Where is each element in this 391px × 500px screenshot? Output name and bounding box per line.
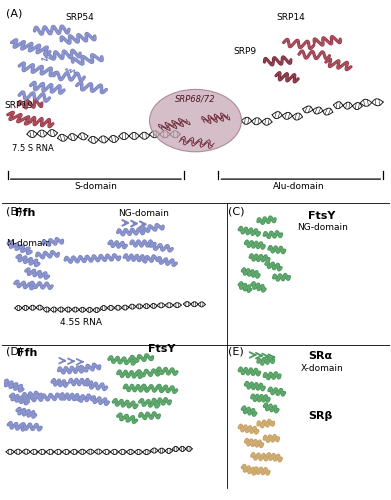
Text: (E): (E) [228, 346, 244, 356]
Text: (D): (D) [6, 346, 23, 356]
Text: FtsY: FtsY [308, 210, 335, 220]
Text: FtsY: FtsY [149, 344, 176, 354]
Text: Ffh: Ffh [15, 208, 35, 218]
Text: SRα: SRα [308, 351, 332, 361]
Text: X-domain: X-domain [300, 364, 343, 372]
Text: 4.5S RNA: 4.5S RNA [59, 318, 102, 326]
Text: Ffh: Ffh [17, 348, 38, 358]
Text: NG-domain: NG-domain [118, 209, 169, 218]
Text: SRP19: SRP19 [4, 101, 33, 110]
Text: (A): (A) [6, 8, 22, 18]
Text: SRβ: SRβ [308, 411, 332, 421]
Text: (B): (B) [6, 206, 22, 216]
Text: M-domain: M-domain [6, 240, 51, 248]
Text: SRP14: SRP14 [276, 14, 305, 22]
Text: SRP68/72: SRP68/72 [175, 94, 216, 104]
Text: (C): (C) [228, 206, 245, 216]
Text: 7.5 S RNA: 7.5 S RNA [12, 144, 53, 153]
Text: NG-domain: NG-domain [297, 222, 348, 232]
Text: SRP54: SRP54 [65, 14, 94, 22]
Text: SRP9: SRP9 [234, 46, 257, 56]
Text: S-domain: S-domain [74, 182, 117, 191]
Text: Alu-domain: Alu-domain [273, 182, 325, 191]
Ellipse shape [149, 90, 242, 152]
